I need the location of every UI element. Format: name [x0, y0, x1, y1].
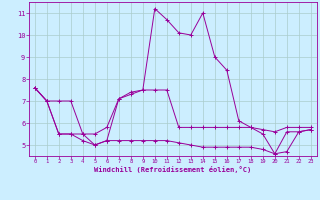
X-axis label: Windchill (Refroidissement éolien,°C): Windchill (Refroidissement éolien,°C)	[94, 166, 252, 173]
